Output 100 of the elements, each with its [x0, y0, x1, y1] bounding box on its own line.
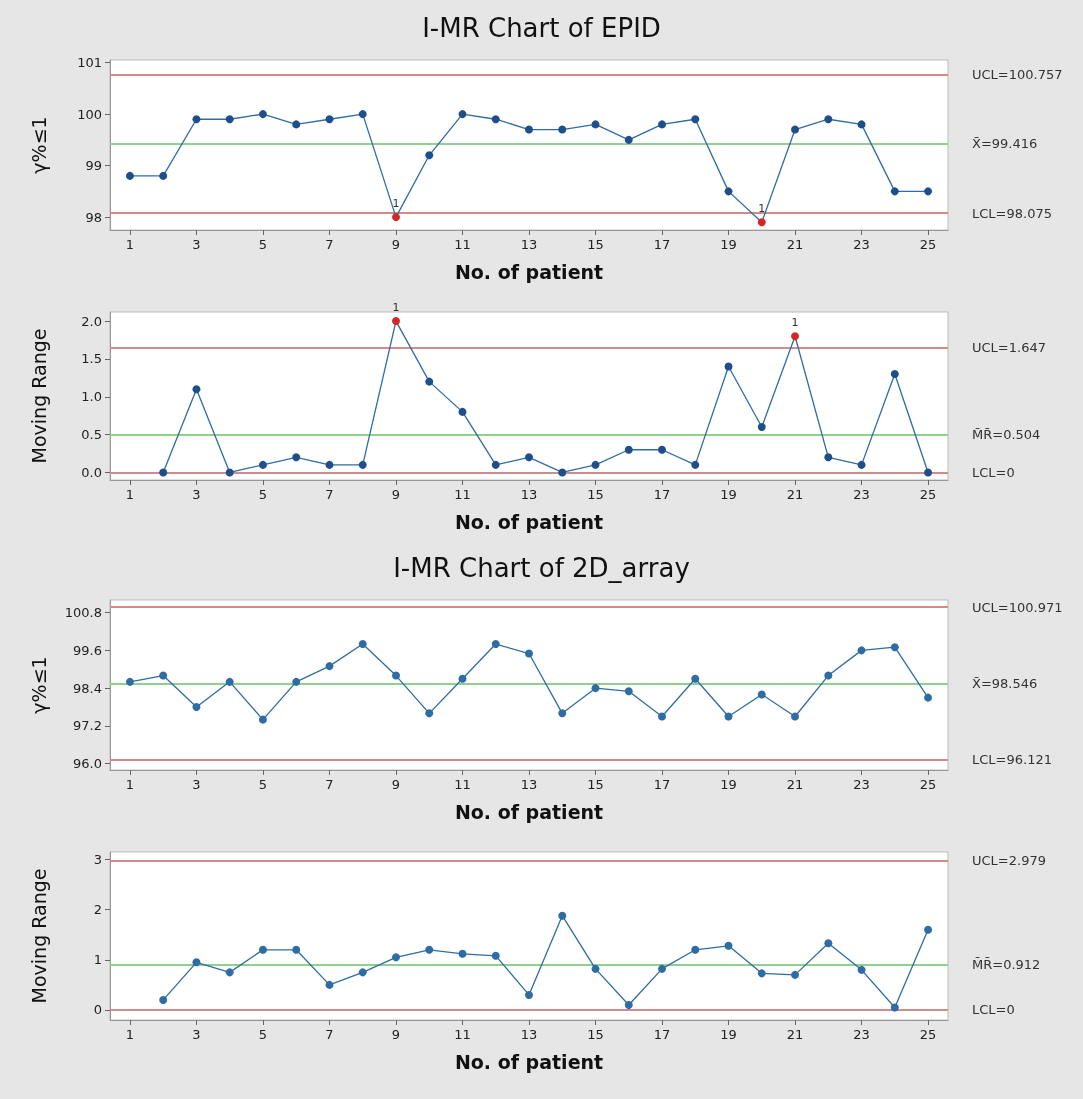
point — [757, 969, 766, 978]
point — [258, 110, 267, 119]
ref-line-label: LCL=98.075 — [972, 205, 1052, 221]
point — [857, 460, 866, 469]
point — [525, 649, 533, 658]
y-tick-label: 1.0 — [81, 389, 102, 405]
y-tick-label: 98.4 — [73, 680, 102, 696]
y-tick-label: 0 — [93, 1002, 102, 1018]
x-tick-label: 21 — [786, 1027, 804, 1042]
point — [791, 970, 800, 979]
x-tick-label: 7 — [325, 1027, 334, 1042]
point — [458, 407, 467, 416]
x-tick-label: 15 — [587, 777, 604, 792]
point — [458, 110, 467, 119]
ref-line-label: LCL=0 — [972, 1002, 1015, 1018]
point — [325, 662, 334, 671]
y-axis-title: Moving Range — [27, 868, 50, 1004]
point — [491, 640, 500, 649]
point — [757, 218, 766, 227]
y-tick-label: 97.2 — [73, 718, 102, 734]
x-tick-label: 3 — [192, 777, 201, 792]
point — [824, 115, 833, 124]
point — [558, 468, 567, 477]
y-tick-label: 96.0 — [73, 756, 102, 772]
point — [225, 968, 234, 977]
point — [159, 671, 168, 680]
point — [658, 964, 667, 973]
point — [159, 468, 168, 477]
ref-line-label: M̄R̄=0.912 — [972, 956, 1041, 972]
point — [924, 693, 933, 702]
point — [425, 151, 434, 160]
y-axis-title: Moving Range — [27, 328, 50, 464]
point — [292, 453, 301, 462]
point — [525, 990, 533, 999]
point — [890, 187, 899, 196]
point — [258, 945, 267, 954]
x-tick-label: 19 — [720, 1027, 737, 1042]
point — [525, 453, 533, 462]
x-tick-label: 13 — [520, 487, 538, 502]
x-tick-label: 13 — [520, 777, 538, 792]
y-axis-title: γ%≤1 — [27, 656, 50, 714]
point — [292, 120, 301, 129]
point — [425, 377, 434, 386]
point — [757, 690, 766, 699]
point — [924, 187, 933, 196]
x-tick-label: 5 — [258, 237, 268, 252]
y-tick-label: 0.5 — [81, 427, 102, 443]
point — [658, 712, 667, 721]
x-tick-label: 9 — [391, 487, 401, 502]
x-tick-label: 17 — [653, 487, 671, 502]
point — [890, 370, 899, 379]
x-tick-label: 19 — [720, 777, 737, 792]
point — [624, 135, 633, 144]
y-tick-label: 99.6 — [73, 642, 102, 658]
point — [391, 671, 400, 680]
x-tick-label: 5 — [258, 777, 268, 792]
y-axis-title: γ%≤1 — [27, 116, 50, 174]
point — [791, 125, 800, 134]
x-tick-label: 7 — [325, 487, 334, 502]
x-tick-label: 17 — [653, 1027, 671, 1042]
point — [358, 640, 367, 649]
point — [159, 995, 168, 1004]
ref-line-label: M̄R̄=0.504 — [972, 427, 1041, 443]
ref-line-label: X̄=99.416 — [972, 136, 1038, 152]
point — [591, 964, 600, 973]
x-tick-label: 13 — [520, 237, 538, 252]
annotation: 1 — [392, 197, 400, 211]
point — [924, 925, 933, 934]
x-tick-label: 21 — [786, 777, 804, 792]
y-tick-label: 0.0 — [81, 464, 102, 480]
ref-line-label: LCL=96.121 — [972, 752, 1052, 768]
point — [192, 385, 201, 394]
x-tick-label: 5 — [258, 487, 268, 502]
x-axis-title: No. of patient — [454, 800, 604, 823]
x-tick-label: 11 — [454, 1027, 471, 1042]
point — [691, 945, 700, 954]
point — [724, 941, 733, 950]
x-tick-label: 9 — [391, 777, 401, 792]
x-tick-label: 23 — [853, 777, 870, 792]
annotation: 1 — [392, 301, 400, 315]
point — [358, 110, 367, 119]
x-tick-label: 23 — [853, 487, 870, 502]
x-tick-label: 25 — [919, 1027, 937, 1042]
point — [391, 213, 400, 222]
x-tick-label: 25 — [919, 237, 937, 252]
point — [591, 120, 600, 129]
x-tick-label: 9 — [391, 237, 401, 252]
x-tick-label: 1 — [125, 1027, 135, 1042]
x-tick-label: 1 — [125, 777, 135, 792]
chart-title: I-MR Chart of EPID — [422, 13, 661, 43]
point — [890, 643, 899, 652]
point — [691, 460, 700, 469]
x-tick-label: 17 — [653, 237, 671, 252]
point — [525, 125, 533, 134]
point — [192, 703, 201, 712]
point — [658, 120, 667, 129]
x-tick-label: 13 — [520, 1027, 538, 1042]
ref-line-label: UCL=100.971 — [972, 599, 1063, 615]
point — [325, 980, 334, 989]
point — [125, 677, 134, 686]
